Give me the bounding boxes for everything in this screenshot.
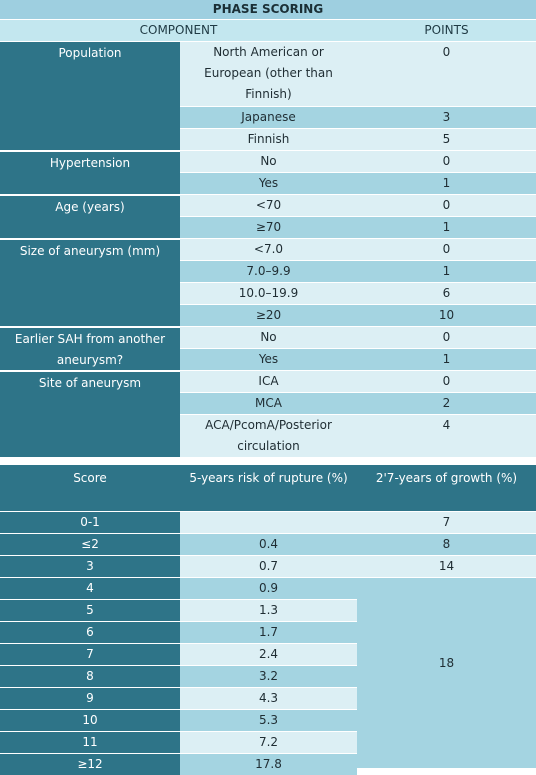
rupture-risk-cell: 5.3 — [180, 710, 357, 731]
option-cell: ≥20 — [180, 305, 357, 326]
score-cell: 11 — [0, 732, 180, 753]
option-cell: Japanese — [180, 107, 357, 128]
option-cell: <7.0 — [180, 239, 357, 260]
score-cell: 6 — [0, 622, 180, 643]
column-header-component: COMPONENT — [0, 20, 357, 41]
growth-risk-cell: 14 — [357, 556, 536, 577]
points-cell: 6 — [357, 283, 536, 304]
risk-header-rupture: 5-years risk of rupture (%) — [180, 465, 357, 511]
points-cell: 0 — [357, 327, 536, 348]
option-cell: No — [180, 327, 357, 348]
score-cell: 0-1 — [0, 512, 180, 533]
points-cell: 5 — [357, 129, 536, 150]
points-cell: 0 — [357, 195, 536, 216]
score-cell: 10 — [0, 710, 180, 731]
points-cell: 0 — [357, 239, 536, 260]
risk-header-growth: 2'7-years of growth (%) — [357, 465, 536, 511]
option-cell: North American or European (other than F… — [180, 42, 357, 106]
points-cell: 2 — [357, 393, 536, 414]
component-label: Site of aneurysm — [0, 371, 180, 457]
points-cell: 1 — [357, 173, 536, 194]
rupture-risk-cell: 0.7 — [180, 556, 357, 577]
score-cell: 7 — [0, 644, 180, 665]
option-cell: Yes — [180, 173, 357, 194]
points-cell: 10 — [357, 305, 536, 326]
rupture-risk-cell: 0.9 — [180, 578, 357, 599]
rupture-risk-cell — [180, 512, 357, 533]
points-cell: 1 — [357, 217, 536, 238]
option-cell: No — [180, 151, 357, 172]
component-label: Population — [0, 42, 180, 150]
points-cell: 0 — [357, 42, 536, 106]
component-label: Hypertension — [0, 151, 180, 194]
option-cell: ICA — [180, 371, 357, 392]
option-cell: Yes — [180, 349, 357, 370]
points-cell: 3 — [357, 107, 536, 128]
option-cell: MCA — [180, 393, 357, 414]
component-label: Age (years) — [0, 195, 180, 238]
points-cell: 0 — [357, 371, 536, 392]
option-cell: <70 — [180, 195, 357, 216]
score-cell: ≤2 — [0, 534, 180, 555]
option-cell: ACA/PcomA/Posterior circulation — [180, 415, 357, 457]
growth-risk-merged-cell: 18 — [357, 578, 536, 768]
rupture-risk-cell: 1.7 — [180, 622, 357, 643]
rupture-risk-cell: 0.4 — [180, 534, 357, 555]
option-cell: 7.0–9.9 — [180, 261, 357, 282]
points-cell: 1 — [357, 261, 536, 282]
score-cell: 5 — [0, 600, 180, 621]
score-cell: 4 — [0, 578, 180, 599]
table-title: PHASE SCORING — [0, 0, 536, 19]
component-label: Earlier SAH from another aneurysm? — [0, 327, 180, 370]
rupture-risk-cell: 3.2 — [180, 666, 357, 687]
component-label: Size of aneurysm (mm) — [0, 239, 180, 326]
score-cell: 9 — [0, 688, 180, 709]
rupture-risk-cell: 4.3 — [180, 688, 357, 709]
rupture-risk-cell: 7.2 — [180, 732, 357, 753]
points-cell: 4 — [357, 415, 536, 457]
option-cell: Finnish — [180, 129, 357, 150]
rupture-risk-cell: 1.3 — [180, 600, 357, 621]
growth-risk-cell: 7 — [357, 512, 536, 533]
growth-risk-cell: 8 — [357, 534, 536, 555]
option-cell: 10.0–19.9 — [180, 283, 357, 304]
score-cell: 3 — [0, 556, 180, 577]
rupture-risk-cell: 2.4 — [180, 644, 357, 665]
risk-header-score: Score — [0, 465, 180, 511]
score-cell: 8 — [0, 666, 180, 687]
rupture-risk-cell: 17.8 — [180, 754, 357, 775]
option-cell: ≥70 — [180, 217, 357, 238]
points-cell: 0 — [357, 151, 536, 172]
points-cell: 1 — [357, 349, 536, 370]
column-header-points: POINTS — [357, 20, 536, 41]
score-cell: ≥12 — [0, 754, 180, 775]
